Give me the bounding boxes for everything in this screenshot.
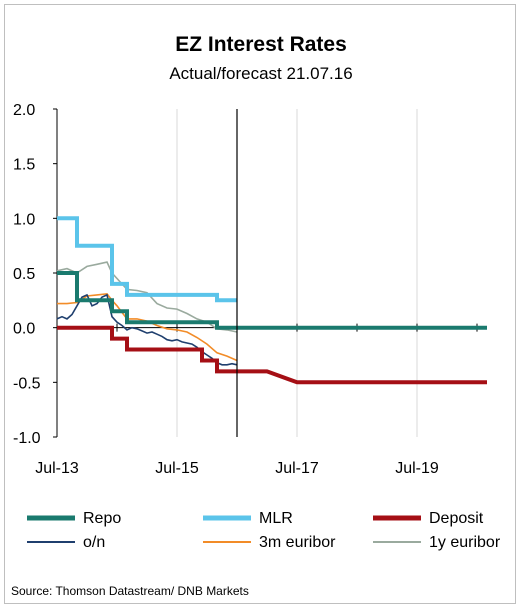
axes bbox=[53, 108, 487, 438]
series-lines bbox=[56, 216, 487, 385]
y-tick-label: 2.0 bbox=[13, 102, 35, 119]
x-tick-label: Jul-19 bbox=[395, 460, 439, 477]
y-tick-labels: 2.0 1.5 1.0 0.5 0.0 -0.5 -1.0 bbox=[13, 102, 41, 447]
legend-label-repo: Repo bbox=[83, 510, 121, 527]
legend-label-euribor3m: 3m euribor bbox=[259, 534, 336, 551]
series-mlr-line bbox=[57, 216, 237, 303]
legend-label-euribor1y: 1y euribor bbox=[429, 534, 501, 551]
legend: Repo MLR Deposit o/n 3m euribor 1y euribor bbox=[27, 510, 501, 551]
series-euribor3m-line bbox=[57, 292, 238, 362]
series-deposit-line bbox=[57, 325, 487, 385]
chart-frame: EZ Interest Rates Actual/forecast 21.07.… bbox=[4, 4, 516, 604]
series-repo-line bbox=[57, 271, 487, 330]
legend-label-on: o/n bbox=[83, 534, 105, 551]
y-tick-label: 1.0 bbox=[13, 211, 35, 228]
x-tick-label: Jul-17 bbox=[275, 460, 319, 477]
y-tick-label: -0.5 bbox=[13, 375, 41, 392]
legend-label-deposit: Deposit bbox=[429, 510, 484, 527]
y-tick-label: 0.5 bbox=[13, 266, 35, 283]
series-on-line bbox=[56, 293, 238, 366]
y-tick-label: -1.0 bbox=[13, 430, 41, 447]
source-note: Source: Thomson Datastream/ DNB Markets bbox=[11, 584, 249, 598]
y-tick-label: 0.0 bbox=[13, 321, 35, 338]
chart-svg: EZ Interest Rates Actual/forecast 21.07.… bbox=[11, 33, 501, 598]
chart-subtitle: Actual/forecast 21.07.16 bbox=[169, 64, 352, 83]
chart-title: EZ Interest Rates bbox=[175, 33, 347, 56]
x-tick-labels: Jul-13 Jul-15 Jul-17 Jul-19 bbox=[35, 460, 439, 477]
x-tick-label: Jul-15 bbox=[155, 460, 199, 477]
x-tick-label: Jul-13 bbox=[35, 460, 79, 477]
y-tick-label: 1.5 bbox=[13, 157, 35, 174]
legend-label-mlr: MLR bbox=[259, 510, 293, 527]
